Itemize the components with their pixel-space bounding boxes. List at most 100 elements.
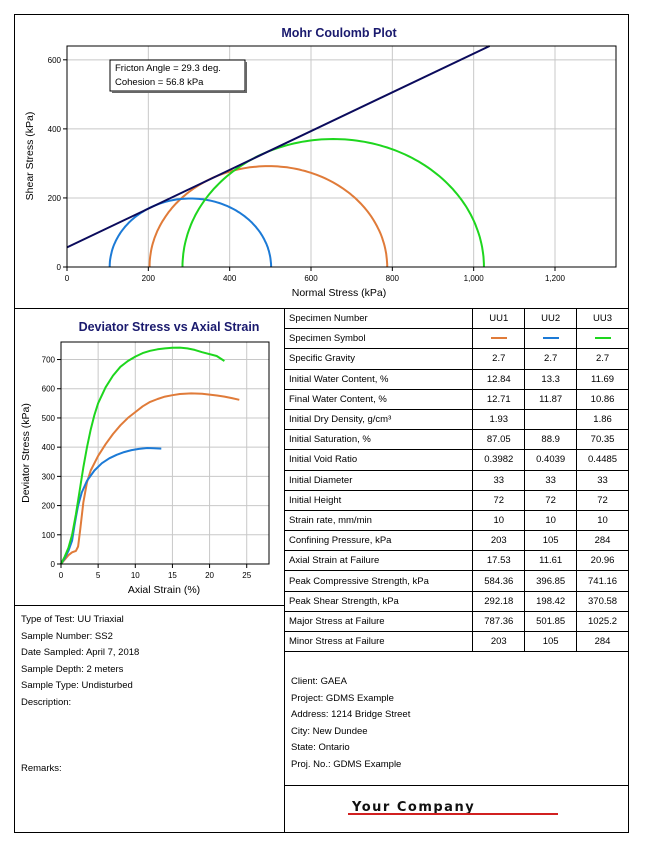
chart-title: Deviator Stress vs Axial Strain — [79, 320, 260, 334]
row-value: 2.7 — [576, 348, 629, 370]
row-value: 17.53 — [472, 550, 526, 572]
symbol-cell — [576, 328, 629, 350]
mohr-circles — [108, 137, 485, 267]
table-row: Peak Shear Strength, kPa 292.18 198.42 370.… — [283, 590, 629, 612]
y-tick-label: 0 — [57, 263, 62, 272]
date-sampled: Date Sampled: April 7, 2018 — [21, 647, 140, 658]
deviator-stress-chart: Deviator Stress vs Axial Strain 0 5 10 15 20… — [20, 320, 270, 596]
header-col: UU2 — [524, 307, 578, 330]
series-line-uu3 — [60, 346, 225, 565]
row-label: Initial Water Content, % — [283, 368, 474, 390]
row-label: Initial Saturation, % — [283, 429, 474, 451]
row-label: Initial Dry Density, g/cm³ — [283, 408, 474, 431]
row-value: 33 — [524, 469, 578, 491]
table-row: Axial Strain at Failure 17.53 11.61 20.96 — [283, 550, 629, 572]
x-tick-label: 20 — [205, 571, 214, 580]
y-tick-label: 100 — [42, 531, 56, 540]
mohr-coulomb-chart: Mohr Coulomb Plot 0 200 400 600 800 1,000 1,20… — [24, 26, 617, 299]
x-tick-label: 10 — [131, 571, 140, 580]
row-label: Axial Strain at Failure — [283, 550, 474, 572]
mohr-circle-uu3 — [181, 137, 485, 267]
row-value: 501.85 — [524, 610, 578, 633]
sample-number: Sample Number: SS2 — [21, 630, 113, 642]
header-col: UU3 — [576, 307, 629, 330]
row-value: 1.86 — [576, 408, 629, 431]
table-row: Major Stress at Failure 787.36 501.85 1025.… — [283, 610, 629, 633]
row-value: 12.84 — [472, 368, 526, 390]
row-value: 284 — [576, 530, 629, 552]
row-value: 2.7 — [524, 348, 578, 370]
failure-envelope — [66, 45, 491, 249]
uu2-symbol-icon — [542, 337, 559, 340]
row-value: 105 — [524, 530, 578, 552]
row-value: 33 — [576, 469, 629, 491]
symbol-cell — [472, 328, 526, 350]
row-label: Initial Diameter — [283, 469, 474, 491]
y-tick-label: 400 — [48, 125, 62, 134]
plot-area — [60, 341, 270, 565]
y-tick-label: 0 — [51, 560, 56, 569]
row-label: Minor Stress at Failure — [283, 630, 474, 653]
row-value: 11.61 — [524, 550, 578, 572]
row-value: 198.42 — [524, 590, 578, 612]
row-label: Strain rate, mm/min — [283, 509, 474, 532]
row-value: 105 — [524, 630, 578, 653]
x-tick-label: 1,200 — [545, 274, 566, 283]
plot-area — [66, 45, 617, 268]
description: Description: — [21, 696, 72, 708]
row-label: Initial Height — [283, 489, 474, 511]
divider — [14, 605, 284, 606]
y-tick-label: 300 — [42, 472, 56, 481]
row-value: 10 — [524, 509, 578, 532]
table-row: Confining Pressure, kPa 203 105 284 — [283, 530, 629, 552]
row-value: 10.86 — [576, 388, 629, 410]
table-row: Initial Void Ratio 0.3982 0.4039 0.4485 — [283, 449, 629, 471]
table-row: Initial Dry Density, g/cm³ 1.93 1.86 — [283, 408, 629, 431]
client: Client: GAEA — [291, 676, 347, 687]
row-value: 0.4485 — [576, 449, 629, 471]
test-type: Type of Test: UU Triaxial — [21, 614, 124, 625]
specimen-properties-table: Specimen Number UU1 UU2 UU3 Specimen Sym… — [283, 307, 629, 653]
row-value: 1.93 — [472, 408, 526, 431]
y-tick-label: 700 — [42, 356, 56, 365]
row-label: Peak Shear Strength, kPa — [283, 590, 474, 612]
y-tick-label: 200 — [42, 502, 56, 511]
x-tick-label: 5 — [96, 571, 101, 580]
row-value — [524, 408, 578, 431]
row-value: 70.35 — [576, 429, 629, 451]
uu1-symbol-icon — [490, 337, 507, 340]
table-row: Initial Saturation, % 87.05 88.9 70.35 — [283, 429, 629, 451]
project-info: Client: GAEA Project: GDMS Example Addre… — [291, 674, 410, 773]
row-value: 11.69 — [576, 368, 629, 390]
state: State: Ontario — [291, 742, 350, 753]
grid — [60, 342, 269, 565]
friction-angle-label: Fricton Angle = 29.3 deg. — [115, 63, 221, 74]
envelope-line — [66, 45, 491, 249]
table-row: Initial Height 72 72 72 — [283, 489, 629, 511]
header-col: UU1 — [472, 307, 526, 330]
x-axis-label: Normal Stress (kPa) — [292, 287, 387, 299]
x-tick-label: 200 — [142, 274, 156, 283]
y-tick-label: 600 — [42, 385, 56, 394]
table-row: Final Water Content, % 12.71 11.87 10.86 — [283, 388, 629, 410]
row-value: 0.3982 — [472, 449, 526, 471]
row-value: 11.87 — [524, 388, 578, 410]
x-ticks: 0 5 10 15 20 25 — [59, 564, 252, 580]
cohesion-label: Cohesion = 56.8 kPa — [115, 77, 204, 88]
row-label: Peak Compressive Strength, kPa — [283, 570, 474, 592]
row-value: 13.3 — [524, 368, 578, 390]
y-axis-label: Shear Stress (kPa) — [24, 112, 36, 201]
mohr-circle-uu1 — [148, 165, 389, 267]
x-tick-label: 1,000 — [464, 274, 485, 283]
row-label: Major Stress at Failure — [283, 610, 474, 633]
row-value: 292.18 — [472, 590, 526, 612]
y-ticks: 0 100 200 300 400 500 600 700 — [42, 356, 61, 569]
row-value: 584.36 — [472, 570, 526, 592]
y-tick-label: 400 — [42, 443, 56, 452]
table-row: Specific Gravity 2.7 2.7 2.7 — [283, 348, 629, 370]
y-axis-label: Deviator Stress (kPa) — [20, 403, 32, 503]
y-tick-label: 200 — [48, 194, 62, 203]
row-value: 12.71 — [472, 388, 526, 410]
logo-underline — [348, 813, 558, 815]
table-row: Strain rate, mm/min 10 10 10 — [283, 509, 629, 532]
